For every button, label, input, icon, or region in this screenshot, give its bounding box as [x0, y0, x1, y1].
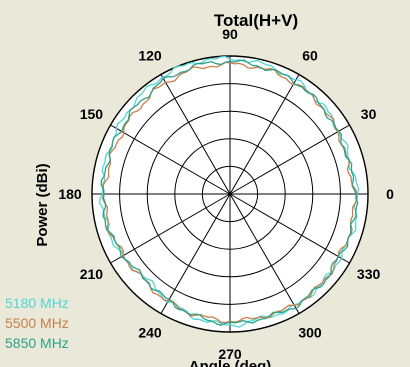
grid-spoke-210	[110, 193, 231, 264]
series-line-3	[100, 59, 359, 326]
angle-tick-60: 60	[302, 47, 318, 63]
angle-tick-300: 300	[298, 325, 322, 341]
angle-tick-90: 90	[222, 26, 238, 42]
angle-tick-240: 240	[138, 325, 162, 341]
grid-spoke-30	[229, 124, 350, 195]
grid-spoke-330	[229, 193, 350, 264]
legend-item-1: 5180 MHz	[5, 295, 69, 311]
y-axis-label: Power (dBi)	[34, 163, 51, 246]
angle-tick-30: 30	[361, 106, 377, 122]
series-layer	[99, 55, 360, 328]
angle-tick-180: 180	[58, 186, 82, 202]
angle-ticks: 0 30 60 90 120 150 180 210 240 270 300 330	[58, 26, 394, 362]
grid-spoke-150	[110, 124, 231, 195]
legend: 5180 MHz 5500 MHz 5850 MHz	[5, 295, 69, 351]
chart-title: Total(H+V)	[214, 11, 298, 30]
polar-grid	[91, 55, 369, 333]
angle-tick-210: 210	[80, 266, 104, 282]
grid-spoke-240	[160, 193, 231, 314]
angle-tick-150: 150	[80, 106, 104, 122]
angle-tick-270: 270	[218, 346, 242, 362]
grid-spoke-60	[229, 74, 300, 195]
angle-tick-0: 0	[386, 186, 394, 202]
legend-item-2: 5500 MHz	[5, 315, 69, 331]
angle-tick-330: 330	[357, 266, 381, 282]
x-axis-label: Angle (deg)	[189, 358, 272, 367]
grid-spoke-120	[160, 74, 231, 195]
grid-spoke-300	[229, 193, 300, 314]
legend-item-3: 5850 MHz	[5, 335, 69, 351]
angle-tick-120: 120	[138, 47, 162, 63]
